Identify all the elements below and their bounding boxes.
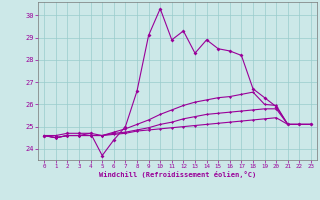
X-axis label: Windchill (Refroidissement éolien,°C): Windchill (Refroidissement éolien,°C)	[99, 171, 256, 178]
